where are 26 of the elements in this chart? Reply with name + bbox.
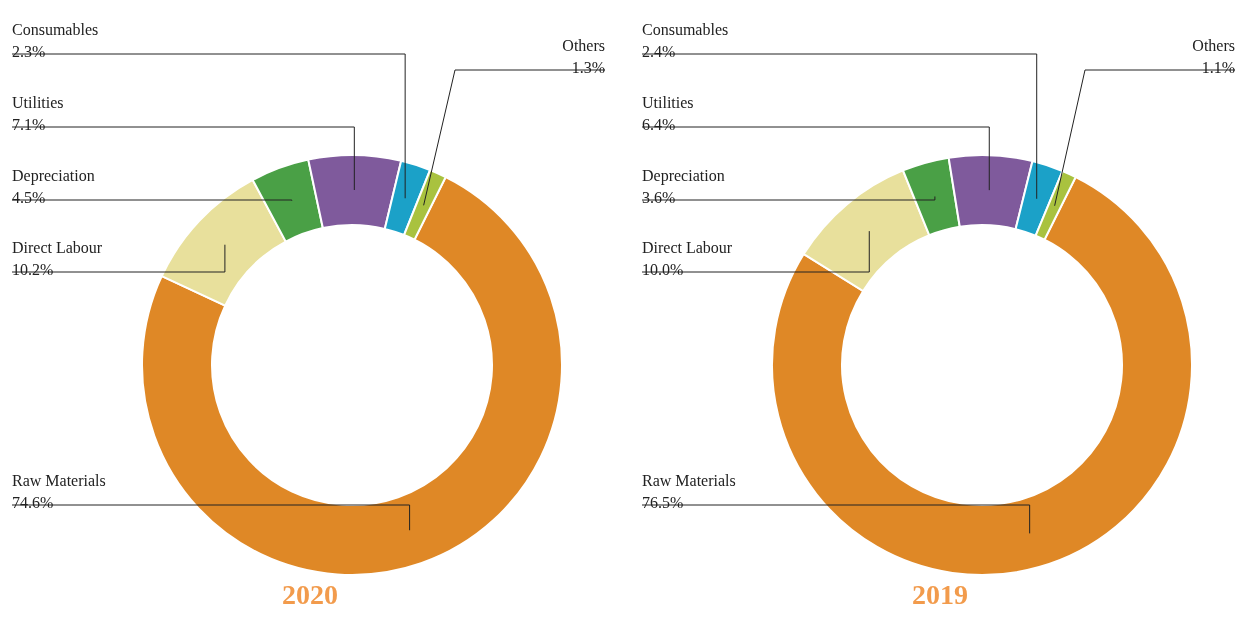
data-label: 74.6% — [12, 494, 54, 511]
slice-label: Direct Labour — [642, 239, 733, 256]
slice-label: Raw Materials — [12, 472, 106, 489]
slice-label: Utilities — [12, 94, 64, 111]
data-label: 2.4% — [642, 43, 676, 60]
data-label: 6.4% — [642, 116, 676, 133]
data-label: 7.1% — [12, 116, 46, 133]
data-label: 76.5% — [642, 494, 684, 511]
data-label: 10.0% — [642, 261, 684, 278]
data-label: 10.2% — [12, 261, 54, 278]
slice-label: Consumables — [12, 21, 99, 38]
text: 2019 — [912, 579, 968, 610]
text: 2020 — [282, 579, 338, 610]
slice-label: Direct Labour — [12, 239, 103, 256]
slice-label: Others — [562, 37, 605, 54]
data-label: 2.3% — [12, 43, 46, 60]
slice-label: Raw Materials — [642, 472, 736, 489]
slice-label: Utilities — [642, 94, 694, 111]
slice-label: Others — [1192, 37, 1235, 54]
slice-label: Consumables — [642, 21, 729, 38]
slice-label: Depreciation — [12, 167, 95, 185]
data-label: 3.6% — [642, 189, 676, 206]
data-label: 1.3% — [571, 59, 605, 76]
data-label: 4.5% — [12, 189, 46, 206]
data-label: 1.1% — [1201, 59, 1235, 76]
slice-label: Depreciation — [642, 167, 725, 185]
